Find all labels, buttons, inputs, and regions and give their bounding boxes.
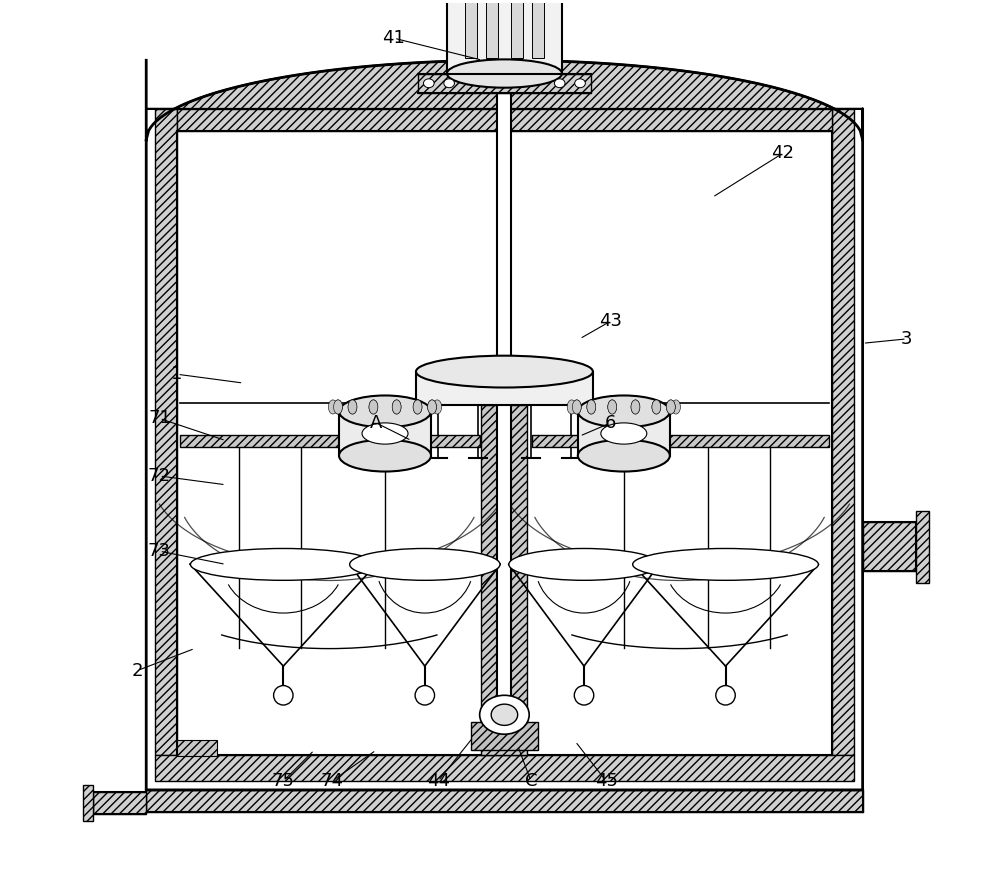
Ellipse shape — [416, 356, 593, 387]
Bar — [416, 372, 593, 405]
Ellipse shape — [428, 400, 436, 414]
Text: 71: 71 — [148, 409, 171, 427]
Ellipse shape — [554, 79, 565, 88]
Bar — [578, 411, 670, 456]
Text: 74: 74 — [320, 773, 343, 790]
Ellipse shape — [190, 548, 376, 580]
Bar — [83, 785, 93, 821]
Ellipse shape — [428, 400, 436, 414]
Ellipse shape — [574, 685, 594, 705]
Bar — [155, 109, 177, 755]
Bar — [832, 109, 854, 755]
Text: 75: 75 — [272, 773, 295, 790]
Ellipse shape — [631, 400, 640, 414]
Text: C: C — [525, 773, 537, 790]
Ellipse shape — [348, 400, 357, 414]
Bar — [916, 511, 929, 583]
Bar — [497, 93, 511, 746]
Text: 45: 45 — [595, 773, 618, 790]
Bar — [93, 792, 146, 813]
Ellipse shape — [601, 423, 647, 444]
Ellipse shape — [339, 440, 431, 472]
Bar — [155, 755, 854, 781]
Bar — [532, 435, 829, 447]
Ellipse shape — [587, 400, 596, 414]
Bar — [511, 0, 523, 58]
Bar — [177, 740, 217, 756]
Ellipse shape — [567, 400, 576, 414]
Bar — [863, 522, 916, 571]
Text: 43: 43 — [599, 312, 622, 330]
Ellipse shape — [433, 400, 442, 414]
Text: 44: 44 — [427, 773, 450, 790]
Text: A: A — [370, 414, 382, 432]
Ellipse shape — [578, 395, 670, 427]
Bar — [146, 790, 863, 812]
Bar — [339, 411, 431, 456]
Ellipse shape — [274, 685, 293, 705]
Ellipse shape — [447, 60, 562, 88]
Ellipse shape — [369, 400, 378, 414]
Ellipse shape — [572, 400, 581, 414]
Text: 6: 6 — [605, 414, 616, 432]
Ellipse shape — [423, 79, 434, 88]
Ellipse shape — [334, 400, 342, 414]
Ellipse shape — [608, 400, 617, 414]
Bar — [486, 0, 498, 58]
Ellipse shape — [369, 400, 378, 414]
Ellipse shape — [633, 548, 818, 580]
Ellipse shape — [328, 400, 337, 414]
Bar — [465, 0, 477, 58]
Text: 1: 1 — [171, 365, 183, 384]
Ellipse shape — [350, 548, 500, 580]
Text: 2: 2 — [132, 661, 143, 680]
Bar — [532, 0, 544, 58]
Ellipse shape — [413, 400, 422, 414]
Bar — [180, 435, 480, 447]
Ellipse shape — [652, 400, 661, 414]
Text: 73: 73 — [148, 542, 171, 560]
Polygon shape — [146, 61, 863, 109]
Bar — [177, 131, 832, 755]
Ellipse shape — [348, 400, 357, 414]
Ellipse shape — [652, 400, 661, 414]
Ellipse shape — [572, 400, 581, 414]
Text: 41: 41 — [382, 29, 405, 47]
Ellipse shape — [587, 400, 596, 414]
Ellipse shape — [666, 400, 675, 414]
Ellipse shape — [415, 685, 435, 705]
Bar — [471, 722, 538, 750]
Ellipse shape — [362, 423, 408, 444]
Ellipse shape — [666, 400, 675, 414]
Ellipse shape — [392, 400, 401, 414]
Ellipse shape — [444, 79, 454, 88]
Ellipse shape — [509, 548, 659, 580]
Bar — [177, 109, 832, 131]
Ellipse shape — [480, 695, 529, 734]
Text: 3: 3 — [901, 330, 913, 348]
Ellipse shape — [334, 400, 342, 414]
Ellipse shape — [392, 400, 401, 414]
Bar — [418, 74, 591, 93]
Ellipse shape — [672, 400, 680, 414]
Ellipse shape — [631, 400, 640, 414]
Ellipse shape — [413, 400, 422, 414]
Ellipse shape — [491, 704, 518, 725]
Ellipse shape — [575, 79, 585, 88]
Ellipse shape — [716, 685, 735, 705]
Text: 72: 72 — [148, 467, 171, 485]
Ellipse shape — [578, 440, 670, 472]
Ellipse shape — [339, 395, 431, 427]
Ellipse shape — [608, 400, 617, 414]
Bar — [447, 0, 562, 74]
Bar — [481, 405, 527, 755]
Text: 42: 42 — [772, 144, 795, 162]
